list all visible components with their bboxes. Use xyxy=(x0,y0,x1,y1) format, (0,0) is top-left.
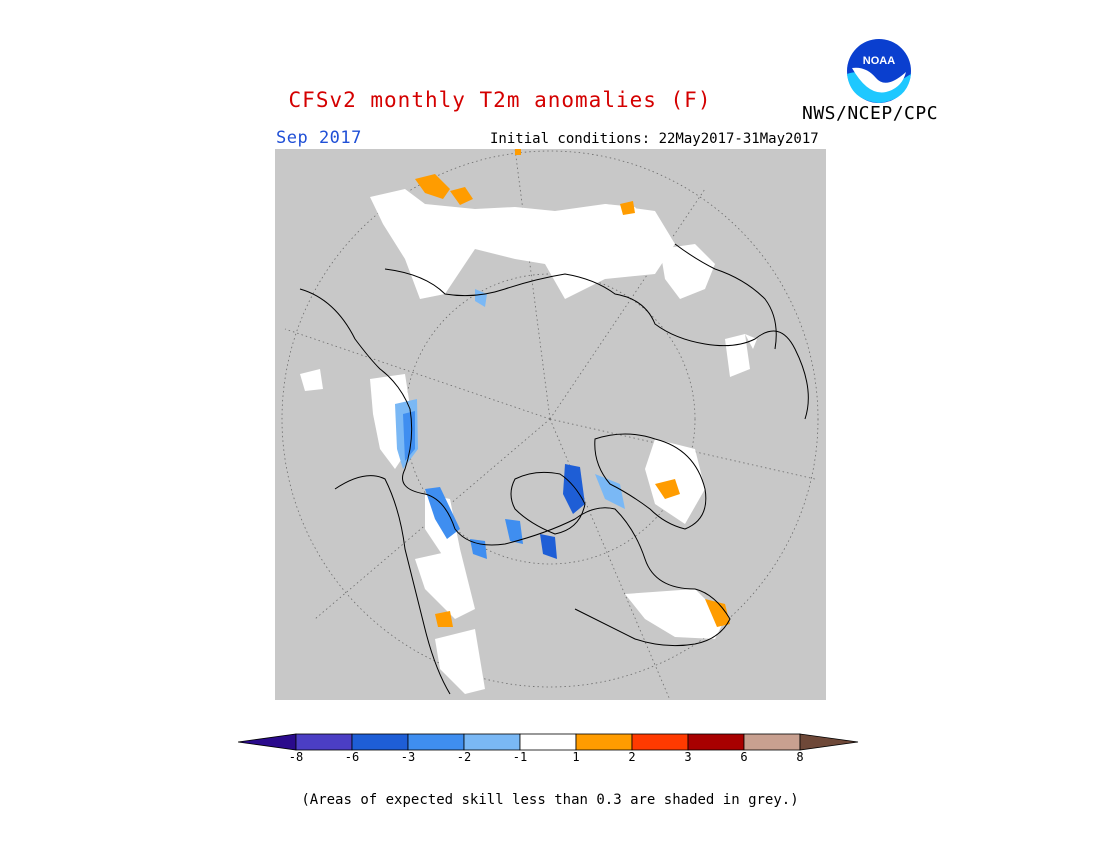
anomaly-map xyxy=(275,149,826,700)
legend-swatch xyxy=(743,733,801,751)
legend-swatch-max xyxy=(799,733,859,751)
legend-tick-label: 8 xyxy=(796,750,804,764)
legend-swatch xyxy=(463,733,521,751)
color-legend-bar xyxy=(238,733,859,751)
coastlines xyxy=(299,243,809,695)
legend-swatch xyxy=(519,733,577,751)
logo-text: NOAA xyxy=(863,55,895,67)
legend-tick-label: -2 xyxy=(456,750,472,764)
legend-tick-label: 3 xyxy=(684,750,692,764)
forecast-period: Sep 2017 xyxy=(276,128,362,148)
legend-tick-label: 1 xyxy=(572,750,580,764)
legend-swatch xyxy=(575,733,633,751)
legend-tick-label: -8 xyxy=(288,750,304,764)
legend-swatch xyxy=(295,733,353,751)
legend-tick-label: -6 xyxy=(344,750,360,764)
legend-tick-label: 2 xyxy=(628,750,636,764)
legend-tick-label: -3 xyxy=(400,750,416,764)
legend-swatch-min xyxy=(238,733,297,751)
color-legend-ticks: -8 -6 -3 -2 -1 1 2 3 6 8 xyxy=(0,750,1100,770)
legend-tick-label: 6 xyxy=(740,750,748,764)
noaa-logo: NOAA xyxy=(847,39,911,103)
warm-anomaly-areas xyxy=(415,149,730,627)
legend-swatch xyxy=(351,733,409,751)
legend-swatch xyxy=(631,733,689,751)
initial-conditions: Initial conditions: 22May2017-31May2017 xyxy=(490,131,819,147)
cold-anomaly-areas xyxy=(395,289,625,559)
map-title: CFSv2 monthly T2m anomalies (F) xyxy=(288,88,712,112)
footnote: (Areas of expected skill less than 0.3 a… xyxy=(301,792,799,808)
legend-tick-label: -1 xyxy=(512,750,528,764)
agency-label: NWS/NCEP/CPC xyxy=(802,103,939,124)
legend-swatch xyxy=(687,733,745,751)
legend-swatch xyxy=(407,733,465,751)
